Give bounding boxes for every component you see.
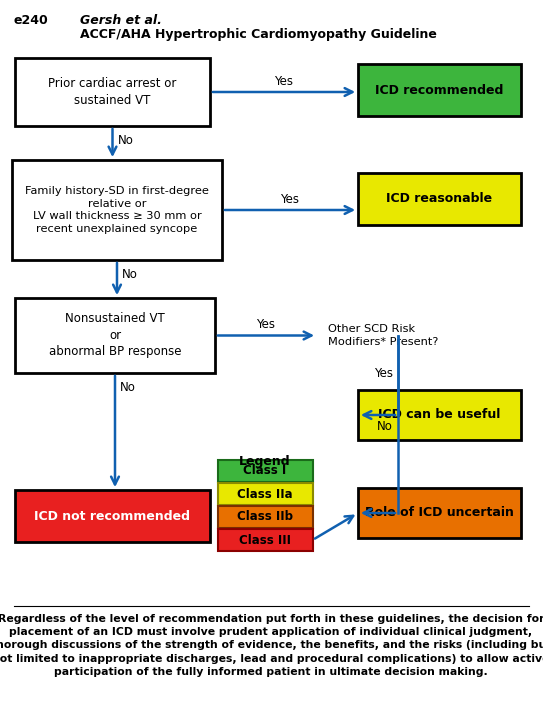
Text: ICD reasonable: ICD reasonable (387, 192, 493, 206)
Text: Class IIb: Class IIb (237, 510, 293, 524)
Text: Prior cardiac arrest or
sustained VT: Prior cardiac arrest or sustained VT (48, 77, 176, 107)
Bar (15, 490, 210, 542)
Text: e240: e240 (14, 14, 49, 27)
Text: Yes: Yes (256, 319, 275, 331)
Bar (15, 58, 210, 126)
Text: ICD recommended: ICD recommended (375, 84, 504, 96)
Bar (12, 160, 222, 260)
Text: Gersh et al.: Gersh et al. (80, 14, 162, 27)
Text: No: No (120, 381, 136, 394)
Text: Class IIa: Class IIa (237, 487, 293, 501)
Text: ACCF/AHA Hypertrophic Cardiomyopathy Guideline: ACCF/AHA Hypertrophic Cardiomyopathy Gui… (80, 28, 437, 41)
Bar (358, 64, 521, 116)
Bar (218, 506, 313, 528)
Text: Yes: Yes (281, 193, 300, 206)
Text: Regardless of the level of recommendation put forth in these guidelines, the dec: Regardless of the level of recommendatio… (0, 614, 543, 677)
Text: Class III: Class III (239, 534, 291, 546)
Text: Other SCD Risk
Modifiers* Present?: Other SCD Risk Modifiers* Present? (328, 324, 438, 347)
Text: Yes: Yes (275, 75, 294, 88)
Text: Class I: Class I (243, 465, 287, 477)
Text: No: No (377, 420, 393, 432)
Text: No: No (117, 134, 134, 147)
Text: No: No (122, 268, 138, 281)
Text: Legend: Legend (239, 455, 291, 468)
Text: Nonsustained VT
or
abnormal BP response: Nonsustained VT or abnormal BP response (49, 312, 181, 359)
Text: Role of ICD uncertain: Role of ICD uncertain (365, 507, 514, 519)
Bar (15, 298, 215, 373)
Bar (358, 390, 521, 440)
Text: ICD not recommended: ICD not recommended (35, 510, 191, 522)
Bar (358, 488, 521, 538)
Bar (218, 483, 313, 505)
Bar (218, 460, 313, 482)
Text: ICD can be useful: ICD can be useful (378, 409, 501, 421)
Text: Family history-SD in first-degree
relative or
LV wall thickness ≥ 30 mm or
recen: Family history-SD in first-degree relati… (25, 186, 209, 234)
Bar (218, 529, 313, 551)
Bar (358, 173, 521, 225)
Text: Yes: Yes (374, 366, 393, 380)
